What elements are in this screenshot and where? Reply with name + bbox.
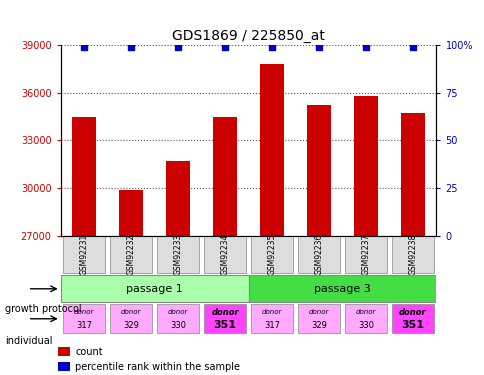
- Text: 351: 351: [401, 320, 424, 330]
- FancyBboxPatch shape: [344, 237, 386, 273]
- Bar: [72, 117, 96, 236]
- Text: passage 3: passage 3: [314, 284, 370, 294]
- FancyBboxPatch shape: [110, 304, 152, 333]
- Text: donor: donor: [167, 309, 188, 315]
- Bar: [166, 161, 189, 236]
- Text: GSM92236: GSM92236: [314, 234, 323, 276]
- Text: donor: donor: [211, 308, 239, 316]
- FancyBboxPatch shape: [203, 304, 246, 333]
- Text: 329: 329: [123, 321, 139, 330]
- FancyBboxPatch shape: [63, 304, 105, 333]
- FancyBboxPatch shape: [203, 237, 246, 273]
- Text: 330: 330: [357, 321, 373, 330]
- Text: donor: donor: [398, 308, 426, 316]
- Text: GSM92232: GSM92232: [126, 234, 136, 275]
- Text: GSM92233: GSM92233: [173, 234, 182, 276]
- Text: donor: donor: [355, 309, 376, 315]
- Bar: [213, 117, 236, 236]
- Text: GSM92234: GSM92234: [220, 234, 229, 276]
- FancyBboxPatch shape: [297, 237, 339, 273]
- FancyBboxPatch shape: [63, 237, 105, 273]
- FancyBboxPatch shape: [250, 304, 293, 333]
- Text: 329: 329: [310, 321, 326, 330]
- Title: GDS1869 / 225850_at: GDS1869 / 225850_at: [172, 28, 324, 43]
- FancyBboxPatch shape: [250, 237, 293, 273]
- FancyBboxPatch shape: [157, 304, 199, 333]
- Bar: [307, 105, 330, 236]
- FancyBboxPatch shape: [60, 275, 248, 302]
- Text: donor: donor: [74, 309, 94, 315]
- Text: GSM92231: GSM92231: [79, 234, 89, 275]
- FancyBboxPatch shape: [344, 304, 386, 333]
- Text: 351: 351: [213, 320, 236, 330]
- FancyBboxPatch shape: [297, 304, 339, 333]
- Text: growth protocol: growth protocol: [5, 304, 81, 314]
- FancyBboxPatch shape: [248, 275, 436, 302]
- Text: 317: 317: [263, 321, 279, 330]
- Text: GSM92237: GSM92237: [361, 234, 370, 276]
- Text: passage 1: passage 1: [126, 284, 182, 294]
- Text: 317: 317: [76, 321, 92, 330]
- FancyBboxPatch shape: [391, 304, 433, 333]
- FancyBboxPatch shape: [157, 237, 199, 273]
- Text: percentile rank within the sample: percentile rank within the sample: [75, 362, 240, 372]
- Text: donor: donor: [261, 309, 282, 315]
- Text: donor: donor: [121, 309, 141, 315]
- Bar: [119, 190, 143, 236]
- Text: donor: donor: [308, 309, 329, 315]
- Bar: [260, 64, 283, 235]
- FancyBboxPatch shape: [391, 237, 433, 273]
- Text: count: count: [75, 347, 103, 357]
- FancyBboxPatch shape: [110, 237, 152, 273]
- Text: 330: 330: [170, 321, 186, 330]
- Bar: [353, 96, 377, 236]
- Text: GSM92235: GSM92235: [267, 234, 276, 276]
- Bar: [400, 113, 424, 236]
- Text: GSM92238: GSM92238: [408, 234, 417, 275]
- Text: individual: individual: [5, 336, 52, 346]
